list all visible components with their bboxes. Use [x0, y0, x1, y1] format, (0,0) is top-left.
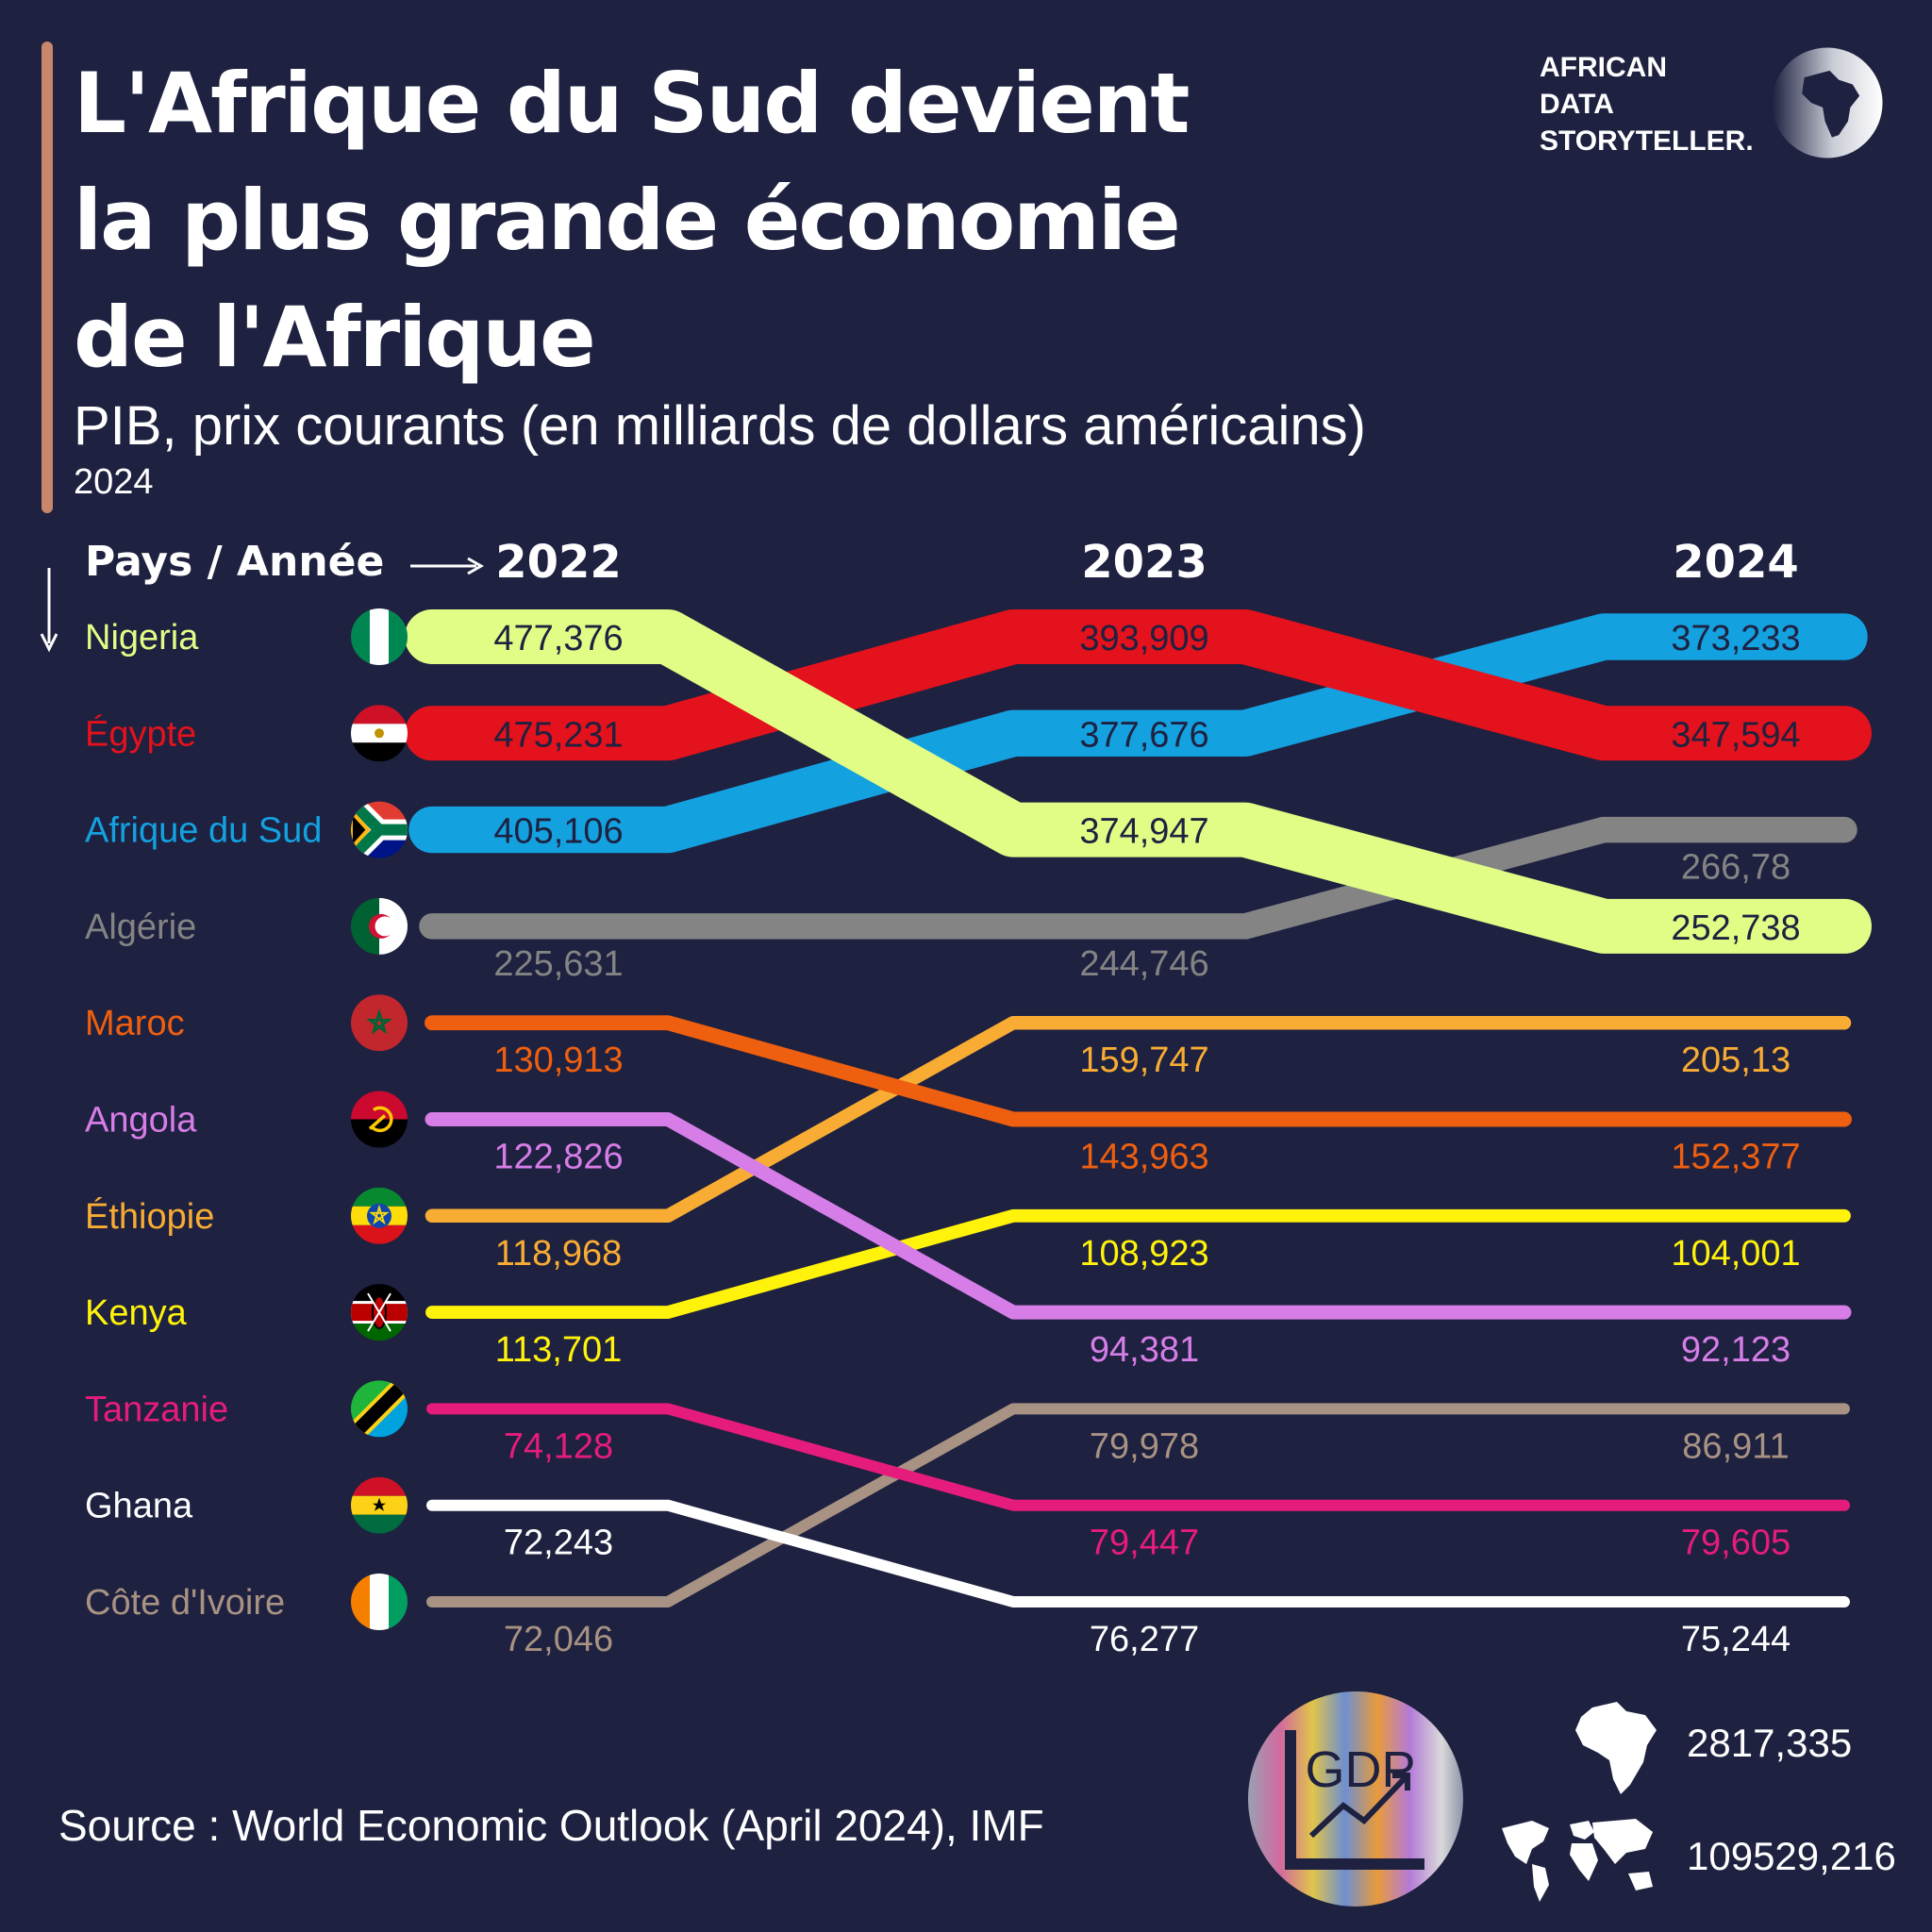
- brand-line-1: AFRICAN: [1540, 52, 1667, 83]
- africa-silhouette-icon: [1575, 1702, 1657, 1794]
- subtitle: PIB, prix courants (en milliards de doll…: [74, 395, 1366, 457]
- value-label: 122,826: [493, 1138, 623, 1177]
- value-label: 374,947: [1079, 812, 1208, 852]
- morocco-flag-icon: [351, 994, 408, 1052]
- country-name: Égypte: [85, 713, 196, 754]
- value-label: 108,923: [1079, 1234, 1208, 1274]
- value-label: 79,447: [1090, 1524, 1199, 1563]
- series-line-3: [419, 816, 1857, 940]
- country-name: Éthiopie: [85, 1196, 214, 1237]
- bump-chart: Pays / Année 2022 2023 2024 477,376 374,947 25…: [40, 536, 1872, 1659]
- value-label: 72,243: [504, 1524, 613, 1563]
- country-name: Afrique du Sud: [85, 811, 322, 851]
- world-gdp-total: 109529,216: [1687, 1834, 1896, 1878]
- egypt-flag-icon: [351, 705, 408, 762]
- country-name: Maroc: [85, 1004, 185, 1043]
- value-label: 393,909: [1079, 619, 1208, 658]
- kenya-flag-icon: [351, 1284, 408, 1341]
- brand-line-2: DATA: [1540, 89, 1614, 120]
- value-label: 225,631: [493, 944, 623, 984]
- country-name: Tanzanie: [85, 1390, 228, 1429]
- world-map-icon: [1502, 1819, 1653, 1902]
- country-flags: [351, 608, 408, 1630]
- title-line-2: la plus grande économie: [74, 172, 1181, 269]
- country-name: Algérie: [85, 908, 196, 947]
- value-label: 373,233: [1671, 619, 1800, 658]
- series-line-5: [425, 1112, 1852, 1320]
- algeria-flag-icon: [351, 897, 408, 955]
- page-title: L'Afrique du Sud devient la plus grande …: [74, 45, 1300, 396]
- series-line-2: [408, 613, 1868, 854]
- gdp-badge-text: GDP: [1305, 1741, 1415, 1798]
- year-note: 2024: [74, 462, 154, 502]
- title-line-1: L'Afrique du Sud devient: [74, 55, 1190, 152]
- country-name: Angola: [85, 1101, 197, 1141]
- value-label: 86,911: [1682, 1426, 1789, 1466]
- series-line-9: [426, 1499, 1850, 1607]
- accent-bar: [42, 42, 53, 513]
- value-label: 266,78: [1681, 848, 1790, 888]
- series-line-7: [425, 1208, 1851, 1320]
- value-label: 159,747: [1079, 1041, 1208, 1080]
- value-label: 130,913: [493, 1041, 623, 1080]
- country-name: Côte d'Ivoire: [85, 1583, 285, 1623]
- value-label: 75,244: [1681, 1620, 1790, 1659]
- value-label: 205,13: [1681, 1041, 1790, 1080]
- series-line-6: [425, 1015, 1852, 1224]
- value-label: 92,123: [1681, 1330, 1790, 1370]
- value-label: 118,968: [495, 1234, 623, 1274]
- row-header: Pays / Année: [85, 538, 384, 586]
- brand-name: AFRICAN DATA STORYTELLER.: [1540, 49, 1754, 159]
- value-label: 104,001: [1671, 1234, 1800, 1274]
- nigeria-flag-icon: [351, 608, 408, 665]
- series-line-4: [425, 1015, 1852, 1127]
- rank-arrow-head: [40, 633, 58, 653]
- series-line-10: [426, 1403, 1850, 1607]
- value-label: 244,746: [1079, 944, 1208, 984]
- value-label: 72,046: [504, 1620, 613, 1659]
- brand-line-3: STORYTELLER.: [1540, 125, 1754, 157]
- series-lines: [405, 609, 1872, 1607]
- country-names: Nigeria Égypte Afrique du Sud Algérie Maroc A…: [85, 618, 322, 1623]
- value-label: 94,381: [1090, 1330, 1199, 1370]
- country-name: Ghana: [85, 1487, 193, 1526]
- south-africa-flag-icon: [351, 801, 408, 858]
- cote-divoire-flag-icon: [351, 1574, 408, 1630]
- africa-map-icon: [1772, 47, 1883, 158]
- value-label: 475,231: [493, 715, 623, 755]
- value-label: 477,376: [493, 619, 623, 658]
- series-line-0: [405, 609, 1872, 954]
- africa-gdp-total: 2817,335: [1687, 1721, 1853, 1765]
- ghana-flag-icon: [351, 1476, 408, 1534]
- value-label: 252,738: [1671, 908, 1800, 948]
- header-arrow-head: [467, 557, 485, 575]
- value-label: 377,676: [1079, 715, 1208, 755]
- value-label: 79,605: [1681, 1524, 1790, 1563]
- country-name: Kenya: [85, 1293, 188, 1333]
- value-labels: 477,376 374,947 252,738 475,231 393,909 347,5…: [493, 619, 1800, 1659]
- value-label: 143,963: [1079, 1138, 1208, 1177]
- series-line-1: [405, 609, 1872, 761]
- title-line-3: de l'Afrique: [74, 289, 596, 386]
- angola-flag-icon: [351, 1091, 408, 1148]
- year-header-2023: 2023: [1081, 536, 1208, 589]
- country-name: Nigeria: [85, 618, 199, 658]
- value-label: 347,594: [1671, 715, 1800, 755]
- source-note: Source : World Economic Outlook (April 2…: [58, 1801, 1044, 1850]
- gdp-badge-icon: GDP: [1248, 1691, 1463, 1907]
- value-label: 152,377: [1671, 1138, 1800, 1177]
- value-label: 79,978: [1090, 1426, 1199, 1466]
- year-header-2024: 2024: [1673, 536, 1799, 589]
- ethiopia-flag-icon: [351, 1187, 408, 1244]
- series-line-8: [426, 1403, 1850, 1511]
- year-header-2022: 2022: [495, 536, 622, 589]
- tanzania-flag-icon: [351, 1380, 408, 1438]
- value-label: 113,701: [495, 1330, 623, 1370]
- value-label: 76,277: [1090, 1620, 1199, 1659]
- value-label: 405,106: [493, 812, 623, 852]
- value-label: 74,128: [504, 1426, 613, 1466]
